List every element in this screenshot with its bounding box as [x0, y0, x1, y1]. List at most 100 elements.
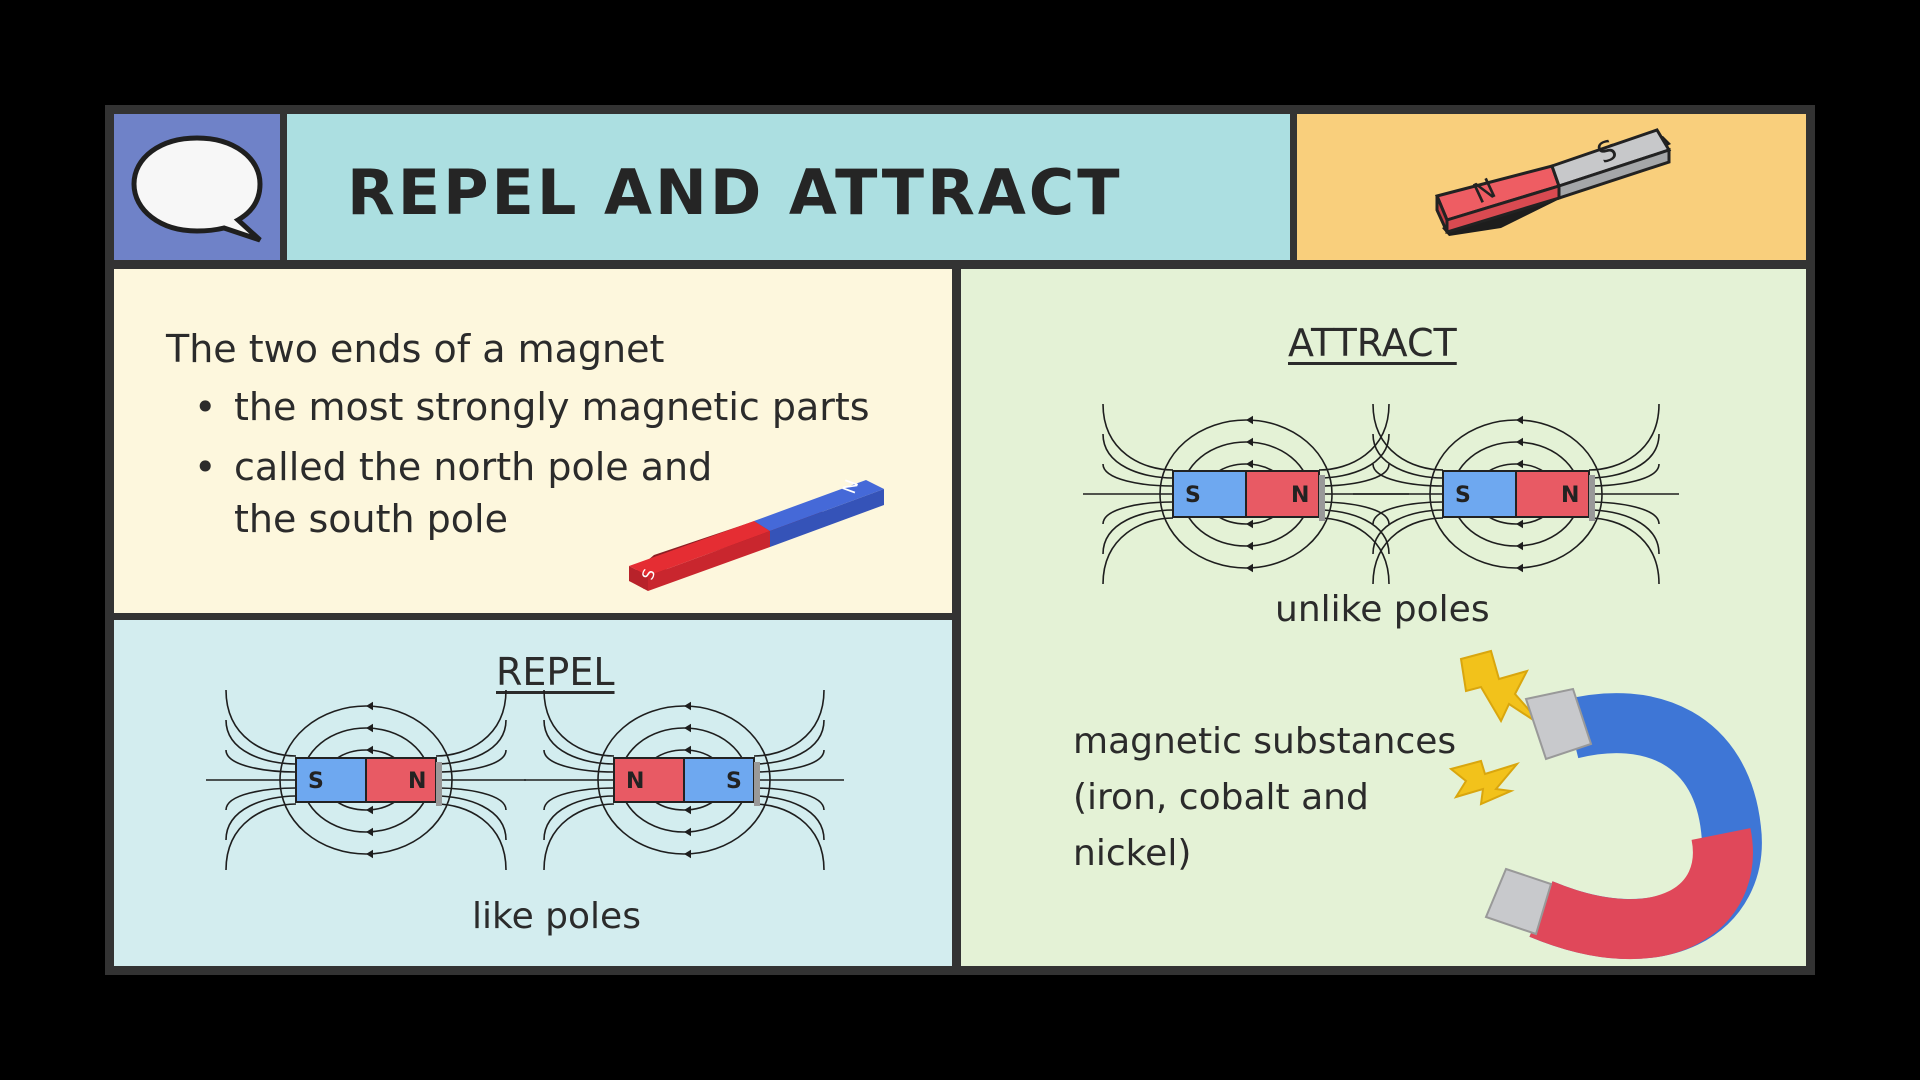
- bullet-item: called the north pole and the south pole: [194, 441, 870, 545]
- repel-2-right-pole: [683, 757, 755, 803]
- attract-heading: ATTRACT: [1288, 321, 1457, 365]
- attract-2-left-pole: [1442, 470, 1517, 518]
- field-arrow: [366, 849, 373, 859]
- speech-bubble-icon: [131, 135, 263, 243]
- field-curve: [1318, 517, 1390, 585]
- field-arrow: [1246, 437, 1253, 447]
- repel-2-bar-side: [754, 762, 760, 806]
- field-arrow: [366, 745, 373, 755]
- field-curve: [1588, 501, 1660, 525]
- field-curve: [1102, 403, 1174, 471]
- lightning-icon: [1448, 759, 1520, 806]
- repel-1-right-pole: [365, 757, 437, 803]
- field-curve: [435, 795, 507, 841]
- field-curve: [1372, 517, 1444, 585]
- field-arrow: [1516, 519, 1523, 529]
- field-curve: [1588, 517, 1660, 585]
- intro-panel: The two ends of a magnet the most strong…: [114, 269, 952, 613]
- intro-lead: The two ends of a magnet: [166, 327, 665, 371]
- field-curve: [1372, 463, 1444, 487]
- bullet-item: the most strongly magnetic parts: [194, 381, 870, 433]
- field-arrow: [1516, 459, 1523, 469]
- field-curve: [753, 749, 825, 773]
- field-curve: [1588, 509, 1660, 555]
- field-arrow: [684, 745, 691, 755]
- field-curve: [1372, 433, 1444, 479]
- speech-bubble-panel: [114, 114, 280, 260]
- repel-1-left-pole: [295, 757, 367, 803]
- field-arrow: [684, 805, 691, 815]
- repel-caption: like poles: [472, 896, 641, 937]
- repel-heading: REPEL: [496, 650, 615, 694]
- field-arrow: [684, 849, 691, 859]
- field-curve: [1588, 403, 1660, 471]
- field-curve: [753, 787, 825, 811]
- repel-1-bar-side: [436, 762, 442, 806]
- long-bar-magnet-icon: S N: [629, 477, 884, 591]
- field-curve: [1318, 501, 1390, 525]
- attract-1-right-pole-label: N: [1291, 483, 1309, 508]
- field-curve: [1102, 509, 1174, 555]
- field-arrow: [684, 701, 691, 711]
- attract-caption: unlike poles: [1275, 589, 1490, 630]
- field-arrow: [1246, 459, 1253, 469]
- attract-1-left-pole: [1172, 470, 1247, 518]
- field-curve: [1318, 433, 1390, 479]
- bar-magnet-icon: N S: [1434, 128, 1672, 236]
- field-curve: [1588, 463, 1660, 487]
- field-curve: [435, 719, 507, 765]
- field-curve: [543, 803, 615, 871]
- field-arrow: [1246, 519, 1253, 529]
- field-curve: [1372, 403, 1444, 471]
- field-curve: [753, 689, 825, 757]
- field-arrow: [684, 723, 691, 733]
- field-arrow: [1516, 437, 1523, 447]
- field-curve: [225, 787, 297, 811]
- field-arrow: [366, 701, 373, 711]
- field-curve: [225, 689, 297, 757]
- field-curve: [1318, 509, 1390, 555]
- field-curve: [1318, 403, 1390, 471]
- field-curve: [1372, 501, 1444, 525]
- attract-2-bar-side: [1589, 475, 1595, 521]
- attract-2-field-lines: [1353, 403, 1679, 585]
- repel-1-right-pole-label: N: [408, 769, 426, 794]
- repel-2-left-pole: [613, 757, 685, 803]
- field-curve: [435, 749, 507, 773]
- field-arrow: [1246, 541, 1253, 551]
- field-curve: [543, 795, 615, 841]
- field-curve: [435, 689, 507, 757]
- attract-1-bar-side: [1319, 475, 1325, 521]
- field-arrow: [1246, 415, 1253, 425]
- field-curve: [225, 749, 297, 773]
- header-magnet-panel: N S: [1297, 114, 1806, 260]
- attract-2-left-pole-label: S: [1455, 483, 1471, 508]
- field-arrow: [366, 805, 373, 815]
- attract-2-right-pole-label: N: [1561, 483, 1579, 508]
- field-curve: [543, 689, 615, 757]
- field-curve: [543, 787, 615, 811]
- field-curve: [1318, 463, 1390, 487]
- attract-1-left-pole-label: S: [1185, 483, 1201, 508]
- repel-2-right-pole-label: S: [726, 769, 742, 794]
- repel-2-left-pole-label: N: [626, 769, 644, 794]
- field-curve: [435, 787, 507, 811]
- field-curve: [1372, 509, 1444, 555]
- intro-bullets: the most strongly magnetic parts called …: [194, 381, 870, 553]
- repel-1-left-pole-label: S: [308, 769, 324, 794]
- field-arrow: [1516, 563, 1523, 573]
- field-curve: [1588, 433, 1660, 479]
- field-curve: [1102, 433, 1174, 479]
- field-curve: [225, 719, 297, 765]
- field-curve: [435, 803, 507, 871]
- field-arrow: [366, 827, 373, 837]
- field-curve: [543, 749, 615, 773]
- field-arrow: [1516, 415, 1523, 425]
- field-arrow: [1246, 563, 1253, 573]
- page-title: REPEL AND ATTRACT: [347, 156, 1123, 229]
